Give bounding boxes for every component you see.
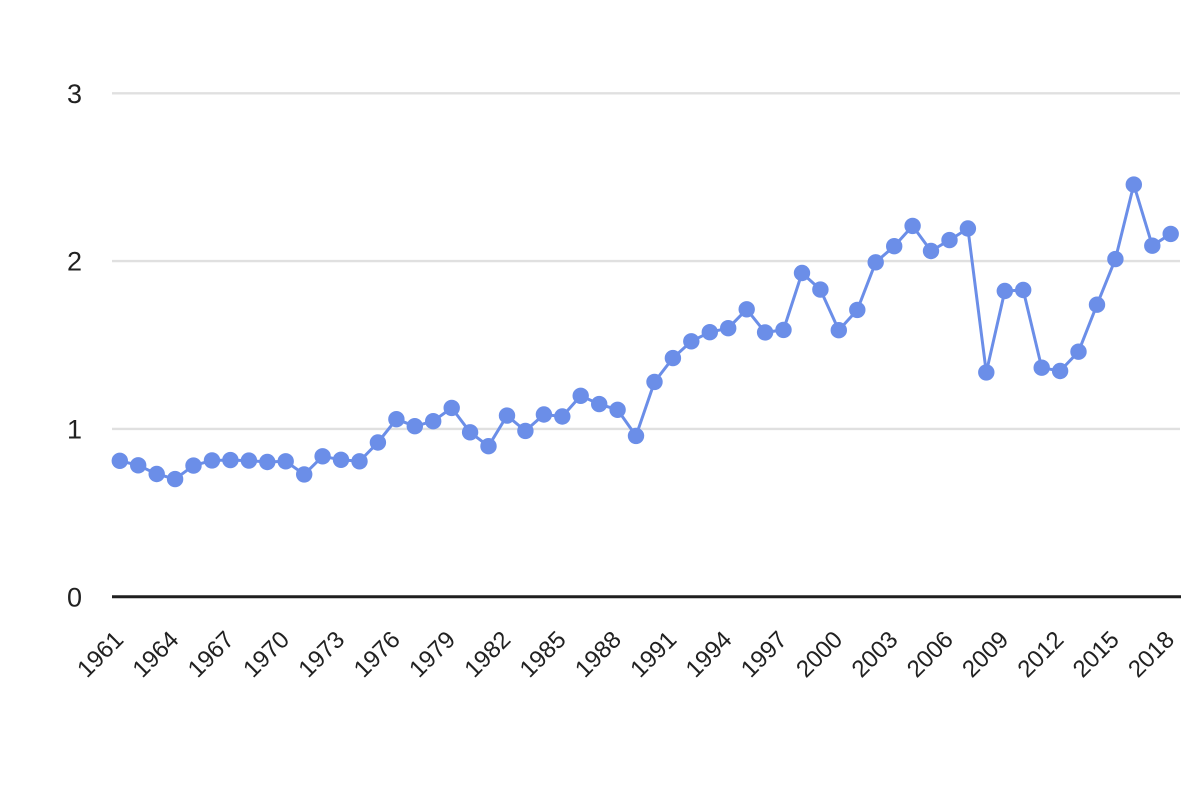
svg-text:2: 2 <box>67 247 82 277</box>
svg-text:3: 3 <box>67 79 82 109</box>
svg-text:1: 1 <box>67 415 82 445</box>
svg-text:0: 0 <box>67 582 82 612</box>
